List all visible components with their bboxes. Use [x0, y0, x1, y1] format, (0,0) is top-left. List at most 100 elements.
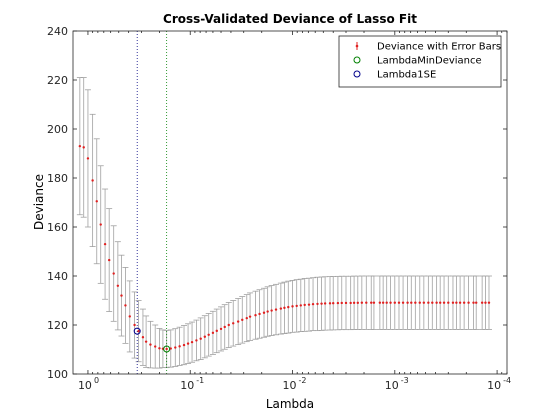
legend-marker-min	[353, 56, 361, 64]
data-point	[410, 301, 413, 304]
data-point	[406, 301, 409, 304]
data-point	[190, 340, 194, 344]
data-point	[116, 284, 120, 287]
legend: Deviance with Error Bars LambdaMinDevian…	[338, 35, 502, 88]
data-point	[340, 301, 343, 305]
data-point	[91, 179, 94, 182]
data-point	[455, 301, 458, 304]
data-point	[397, 301, 401, 304]
data-point	[487, 301, 491, 304]
data-point	[393, 301, 397, 304]
data-point	[232, 322, 235, 325]
data-point	[431, 301, 434, 304]
data-point	[154, 345, 157, 348]
x-tick-label: 10	[78, 379, 92, 392]
data-point	[435, 301, 438, 304]
x-tick-label: 10	[385, 379, 399, 392]
y-tick-label: 200	[47, 123, 68, 136]
data-point	[270, 309, 273, 312]
data-point	[401, 301, 405, 304]
data-point	[174, 346, 177, 349]
y-axis-label: Deviance	[32, 174, 46, 230]
data-point	[254, 314, 257, 317]
data-point	[241, 318, 244, 322]
data-point	[462, 301, 466, 304]
data-point	[211, 331, 215, 335]
x-tick-label: 10	[487, 379, 501, 392]
data-point	[365, 301, 368, 304]
data-point	[158, 347, 161, 350]
data-point	[323, 302, 327, 305]
data-point	[178, 345, 181, 348]
data-point	[447, 301, 450, 304]
data-point	[316, 302, 319, 306]
data-point	[245, 316, 248, 320]
x-tick-label: 10	[180, 379, 194, 392]
data-point	[295, 304, 298, 308]
data-point	[219, 327, 223, 331]
x-axis: 10 0 10 -1 10 -2 10 -3 10 -4	[78, 31, 511, 392]
data-point	[112, 272, 115, 275]
data-point	[438, 301, 442, 304]
data-point	[128, 315, 131, 318]
data-point	[120, 294, 123, 297]
data-point	[103, 242, 107, 246]
data-point	[442, 301, 446, 304]
data-point	[484, 301, 487, 304]
data-point	[203, 335, 207, 338]
legend-box	[338, 35, 502, 88]
legend-label-errorbars: Deviance with Error Bars	[377, 42, 501, 53]
axes-box	[72, 30, 508, 375]
data-point	[266, 310, 269, 313]
data-point	[472, 301, 475, 304]
x-tick-exponent: -1	[196, 376, 204, 385]
lambda-min-marker	[163, 345, 171, 353]
legend-marker-1se	[353, 70, 361, 78]
data-point	[236, 320, 240, 323]
data-point	[287, 305, 290, 309]
data-point	[372, 301, 376, 304]
data-point	[248, 315, 252, 318]
data-point	[195, 339, 198, 342]
data-point	[381, 301, 385, 304]
y-tick-label: 100	[47, 368, 68, 381]
y-axis: 100 120 140 160 180 200 220 240	[47, 25, 507, 381]
y-tick-label: 140	[47, 270, 68, 283]
data-point	[86, 157, 90, 160]
x-tick-exponent: -3	[401, 376, 409, 385]
data-point	[389, 301, 392, 304]
lambda-1se-marker	[133, 327, 141, 335]
x-tick-label: 10	[283, 379, 297, 392]
plot-area	[73, 31, 507, 374]
data-point	[124, 304, 127, 307]
data-point	[427, 301, 430, 304]
data-point	[299, 304, 302, 307]
reference-lines	[136, 31, 168, 374]
data-point	[223, 325, 226, 329]
data-point	[262, 311, 266, 314]
data-point	[149, 343, 152, 346]
data-point	[414, 301, 417, 304]
data-point	[107, 258, 111, 262]
y-tick-label: 240	[47, 25, 68, 38]
data-point	[422, 301, 426, 304]
data-point	[344, 301, 348, 305]
data-point	[385, 301, 388, 304]
data-point	[258, 312, 261, 316]
data-point	[458, 301, 462, 304]
data-point	[141, 336, 145, 339]
x-axis-label: Lambda	[266, 397, 314, 411]
data-point	[144, 340, 148, 343]
x-tick-exponent: -4	[503, 376, 511, 385]
legend-label-1se: Lambda1SE	[377, 70, 436, 81]
y-tick-label: 180	[47, 172, 68, 185]
data-point	[207, 333, 210, 336]
data-point	[227, 323, 230, 327]
data-point	[78, 144, 82, 148]
data-point	[332, 301, 335, 305]
data-point	[182, 343, 186, 347]
data-point	[378, 301, 382, 304]
data-point	[165, 347, 168, 351]
data-point	[137, 329, 140, 333]
